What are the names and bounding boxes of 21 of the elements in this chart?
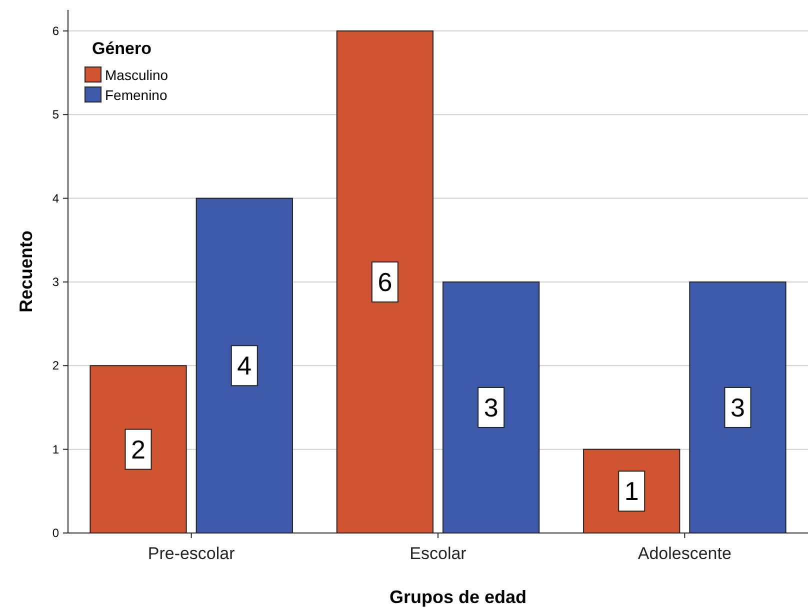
data-label: 3 <box>730 392 745 422</box>
x-tick-label: Escolar <box>410 544 467 563</box>
x-tick-label: Adolescente <box>638 544 732 563</box>
y-tick-label: 1 <box>52 442 60 456</box>
data-label: 2 <box>131 434 146 464</box>
y-tick-label: 4 <box>52 191 60 206</box>
data-label: 3 <box>484 392 498 422</box>
legend-title: Género <box>92 39 152 58</box>
x-axis-title: Grupos de edad <box>389 587 527 607</box>
data-label: 4 <box>237 350 252 381</box>
data-label: 6 <box>378 266 392 297</box>
data-label: 1 <box>624 476 639 506</box>
legend-label: Femenino <box>105 87 168 103</box>
y-tick-label: 2 <box>52 358 60 373</box>
y-tick-label: 3 <box>52 274 60 289</box>
y-tick-label: 5 <box>52 108 60 122</box>
x-tick-label: Pre-escolar <box>148 544 236 563</box>
y-axis-title: Recuento <box>16 230 36 313</box>
y-tick-label: 0 <box>52 526 60 540</box>
legend-label: Masculino <box>105 67 168 83</box>
y-tick-label: 6 <box>52 24 60 38</box>
